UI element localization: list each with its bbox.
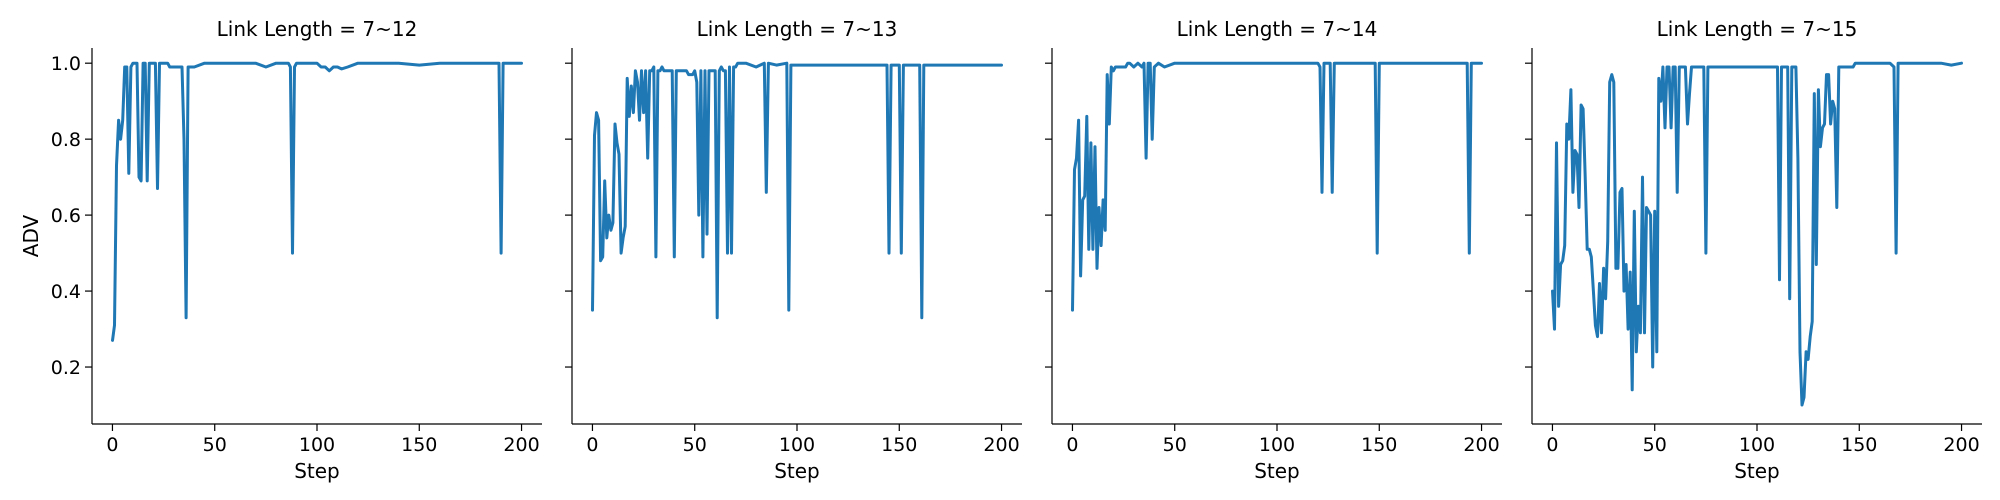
chart-panel-1: Link Length = 7~12 0 50 100 150 200 0.2 0.4 0.6 0…	[19, 17, 542, 483]
x-tick-label: 0	[1066, 434, 1078, 456]
x-tick-label: 50	[203, 434, 227, 456]
series-line	[1551, 61, 1963, 407]
series-line	[111, 61, 523, 342]
x-tick-label: 150	[1361, 434, 1397, 456]
x-tick-label: 200	[1463, 434, 1499, 456]
x-tick-label: 100	[779, 434, 815, 456]
x-tick-label: 50	[1163, 434, 1187, 456]
y-tick-label: 0.4	[51, 281, 81, 303]
x-tick-label: 100	[1259, 434, 1295, 456]
y-tick-label: 0.2	[51, 357, 81, 379]
chart-title: Link Length = 7~14	[1177, 17, 1378, 41]
chart-title: Link Length = 7~13	[697, 17, 898, 41]
y-tick-label: 0.8	[51, 129, 81, 151]
x-tick-label: 200	[983, 434, 1019, 456]
x-axis-label: Step	[774, 459, 820, 483]
x-tick-label: 100	[1739, 434, 1775, 456]
y-tick-label: 0.6	[51, 205, 81, 227]
x-tick-label: 150	[881, 434, 917, 456]
series-line	[1071, 61, 1483, 312]
chart-panel-3: Link Length = 7~14 0 50 100 150 200 Step	[1045, 17, 1502, 483]
x-axis-label: Step	[1254, 459, 1300, 483]
x-tick-label: 150	[1841, 434, 1877, 456]
x-axis-label: Step	[294, 459, 340, 483]
x-tick-label: 200	[503, 434, 539, 456]
chart-panel-4: Link Length = 7~15 0 50 100 150 200 Step	[1525, 17, 1982, 483]
x-tick-label: 50	[683, 434, 707, 456]
x-tick-label: 50	[1643, 434, 1667, 456]
y-axis-label: ADV	[19, 214, 43, 257]
chart-panel-2: Link Length = 7~13 0 50 100 150 200 Step	[565, 17, 1022, 483]
x-axis-label: Step	[1734, 459, 1780, 483]
chart-title: Link Length = 7~15	[1657, 17, 1858, 41]
chart-title: Link Length = 7~12	[217, 17, 418, 41]
x-tick-label: 200	[1943, 434, 1979, 456]
series-line	[591, 61, 1003, 320]
y-tick-label: 1.0	[51, 53, 81, 75]
x-tick-label: 0	[106, 434, 118, 456]
x-tick-label: 150	[401, 434, 437, 456]
x-tick-label: 0	[586, 434, 598, 456]
x-tick-label: 0	[1546, 434, 1558, 456]
x-tick-label: 100	[299, 434, 335, 456]
